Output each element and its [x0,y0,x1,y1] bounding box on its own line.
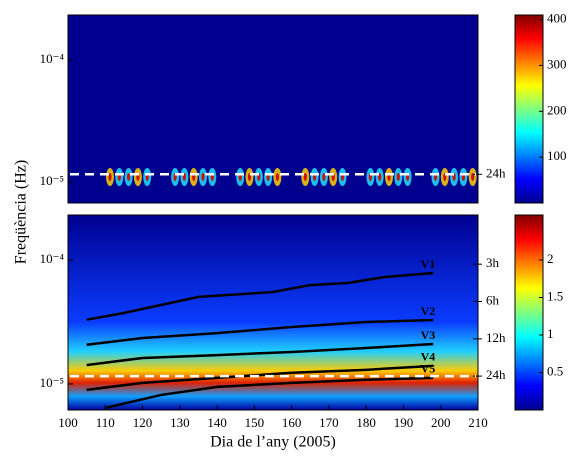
heat-spot [396,173,400,181]
heat-spot [275,173,279,181]
heat-spot [322,173,326,181]
colorbar-tick-label: 2 [547,251,554,266]
colorbar-tick-label: 1 [547,326,554,341]
series-label: V5 [421,362,436,376]
heat-spot [108,173,112,181]
y2-tick-label: 24h [486,165,506,180]
x-tick-label: 190 [394,415,414,430]
heat-spot [471,173,475,181]
x-tick-label: 150 [245,415,265,430]
y2-tick-label: 12h [486,330,506,345]
x-tick-label: 140 [207,415,227,430]
colorbar-tick-label: 1.5 [547,288,563,303]
plot-frame [67,214,479,411]
y-tick-label: 10⁻⁴ [40,251,65,266]
ridge-line [86,342,434,367]
y-tick-label: 10⁻⁵ [40,173,64,188]
series-label: V3 [421,328,436,342]
y-tick-label: 10⁻⁴ [40,51,65,66]
x-axis-label: Dia de l’any (2005) [210,434,336,451]
colorbar-tick-label: 0.5 [547,363,563,378]
ridge-line [86,318,434,347]
ridge-line [104,376,434,410]
x-tick-label: 170 [319,415,339,430]
heat-spot [303,173,307,181]
plot-frame [67,14,479,204]
x-tick-label: 200 [431,415,451,430]
x-tick-label: 160 [282,415,302,430]
y-tick-label: 10⁻⁵ [40,375,64,390]
x-tick-label: 210 [468,415,488,430]
series-label: V1 [421,257,436,271]
x-tick-label: 130 [170,415,190,430]
y-axis-label: Freqüència (Hz) [13,160,30,264]
colorbar [514,14,544,204]
x-tick-label: 180 [356,415,376,430]
x-tick-label: 110 [96,415,115,430]
colorbar-tick-label: 300 [547,56,567,71]
heat-spot [201,173,205,181]
y2-tick-label: 24h [486,367,506,382]
heat-spot [127,173,131,181]
colorbar-tick-label: 400 [547,11,567,26]
colorbar-tick-label: 200 [547,102,567,117]
colorbar [514,214,544,411]
x-tick-label: 100 [58,415,78,430]
series-label: V2 [421,304,436,318]
series-label: V4 [421,350,436,364]
ridge-line [86,271,434,321]
y2-tick-label: 6h [486,292,500,307]
colorbar-tick-label: 100 [547,148,567,163]
y2-tick-label: 3h [486,255,500,270]
x-tick-label: 120 [133,415,153,430]
